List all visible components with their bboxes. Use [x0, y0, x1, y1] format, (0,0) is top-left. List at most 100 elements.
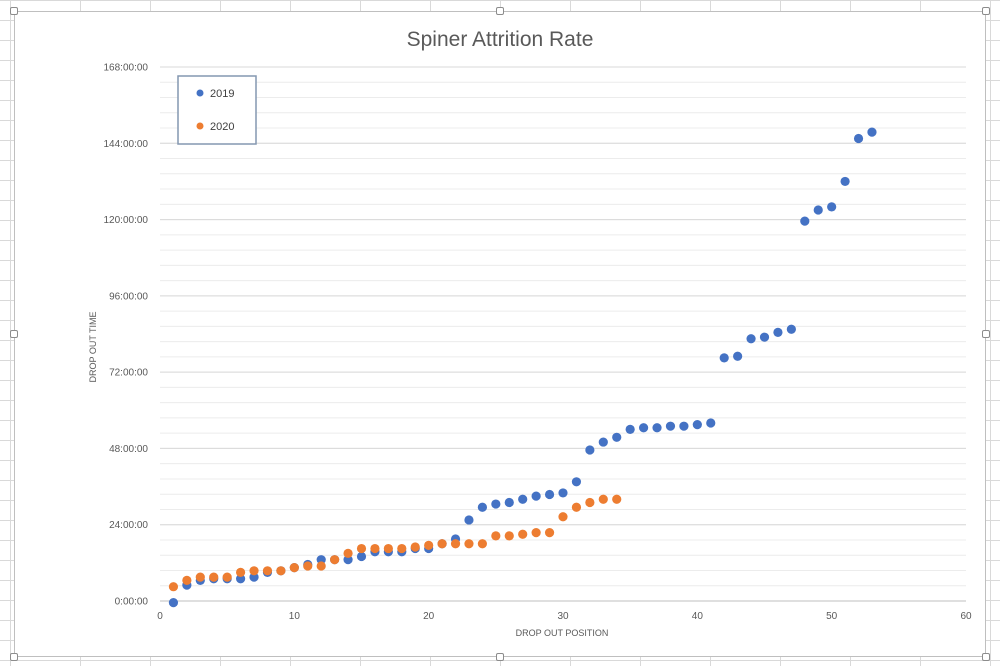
legend[interactable]: 2019 2020 — [177, 75, 257, 145]
resize-handle-bottom-left[interactable] — [10, 653, 18, 661]
data-point-2019[interactable] — [477, 502, 487, 512]
legend-label-2020: 2020 — [210, 121, 234, 133]
data-point-2020[interactable] — [249, 566, 259, 576]
data-point-2020[interactable] — [356, 543, 367, 554]
data-point-2020[interactable] — [195, 572, 205, 582]
resize-handle-right[interactable] — [982, 330, 990, 338]
data-point-2019[interactable] — [827, 202, 837, 212]
data-point-2020[interactable] — [222, 572, 232, 582]
data-point-2019[interactable] — [343, 555, 353, 565]
data-point-2019[interactable] — [679, 421, 689, 431]
data-point-2019[interactable] — [759, 332, 770, 342]
data-point-2019[interactable] — [853, 133, 864, 144]
data-point-2019[interactable] — [585, 445, 595, 455]
data-point-2020[interactable] — [531, 528, 541, 538]
data-point-2019[interactable] — [800, 216, 810, 226]
chart-title: Spiner Attrition Rate — [407, 28, 594, 51]
resize-handle-bottom-right[interactable] — [982, 653, 990, 661]
data-point-2019[interactable] — [867, 127, 877, 137]
data-point-2019[interactable] — [531, 491, 541, 501]
data-point-2020[interactable] — [598, 494, 608, 504]
data-point-2019[interactable] — [746, 334, 756, 344]
data-point-2019[interactable] — [706, 418, 716, 428]
data-point-2020[interactable] — [276, 566, 286, 576]
data-point-2019[interactable] — [652, 423, 662, 433]
data-point-2019[interactable] — [773, 327, 783, 338]
data-point-2020[interactable] — [518, 529, 528, 539]
data-point-2020[interactable] — [262, 566, 273, 576]
data-point-2019[interactable] — [571, 477, 582, 487]
data-point-2020[interactable] — [585, 497, 595, 508]
data-point-2019[interactable] — [692, 419, 702, 430]
resize-handle-top-left[interactable] — [10, 7, 18, 15]
data-point-2020[interactable] — [491, 531, 501, 541]
data-point-2019[interactable] — [168, 597, 179, 608]
data-point-2020[interactable] — [612, 494, 622, 504]
data-point-2020[interactable] — [168, 582, 179, 592]
legend-marker-2019 — [196, 89, 204, 97]
data-point-2020[interactable] — [504, 531, 514, 541]
data-point-2019[interactable] — [464, 515, 474, 525]
y-tick-label: 48:00:00 — [109, 444, 148, 455]
data-point-2019[interactable] — [504, 497, 514, 508]
legend-label-2019: 2019 — [210, 88, 234, 100]
data-point-2019[interactable] — [356, 551, 367, 562]
data-point-2019[interactable] — [733, 351, 743, 361]
data-point-2019[interactable] — [719, 353, 729, 363]
data-point-2020[interactable] — [450, 539, 461, 549]
data-point-2020[interactable] — [410, 542, 420, 552]
data-point-2019[interactable] — [598, 437, 608, 447]
data-point-2019[interactable] — [840, 176, 850, 187]
data-point-2020[interactable] — [343, 548, 353, 558]
x-tick-label: 50 — [826, 611, 838, 622]
data-points — [168, 127, 877, 608]
resize-handle-bottom[interactable] — [496, 653, 504, 661]
data-point-2019[interactable] — [491, 499, 501, 509]
data-point-2020[interactable] — [558, 512, 568, 522]
data-point-2019[interactable] — [786, 324, 796, 334]
data-point-2020[interactable] — [303, 561, 313, 571]
resize-handle-top[interactable] — [496, 7, 504, 15]
data-point-2019[interactable] — [249, 572, 259, 582]
x-tick-label: 40 — [692, 611, 704, 622]
data-point-2019[interactable] — [316, 555, 326, 565]
data-point-2020[interactable] — [464, 539, 474, 549]
y-tick-label: 0:00:00 — [115, 597, 149, 608]
y-tick-label: 24:00:00 — [109, 520, 148, 531]
data-point-2020[interactable] — [182, 575, 192, 585]
data-point-2019[interactable] — [813, 205, 823, 215]
data-point-2020[interactable] — [316, 561, 326, 571]
y-tick-label: 72:00:00 — [109, 368, 148, 379]
data-point-2020[interactable] — [209, 572, 219, 582]
data-point-2020[interactable] — [437, 539, 447, 549]
y-axis-title: DROP OUT TIME — [88, 311, 98, 382]
y-tick-label: 144:00:00 — [104, 139, 149, 150]
data-point-2020[interactable] — [236, 567, 246, 577]
y-tick-label: 120:00:00 — [104, 215, 149, 226]
data-point-2019[interactable] — [612, 432, 622, 442]
data-point-2019[interactable] — [236, 574, 246, 584]
data-point-2019[interactable] — [625, 424, 635, 434]
data-point-2019[interactable] — [639, 423, 649, 433]
data-point-2019[interactable] — [665, 421, 676, 431]
data-point-2019[interactable] — [544, 489, 555, 500]
axes: 0:00:00 24:00:00 48:00:00 72:00:00 96:00:00 1… — [104, 63, 972, 623]
data-point-2020[interactable] — [370, 543, 380, 554]
data-point-2020[interactable] — [544, 528, 555, 538]
data-point-2019[interactable] — [558, 488, 568, 498]
x-axis-title: DROP OUT POSITION — [516, 628, 609, 638]
data-point-2020[interactable] — [477, 539, 487, 549]
resize-handle-top-right[interactable] — [982, 7, 990, 15]
data-point-2020[interactable] — [424, 540, 434, 550]
resize-handle-left[interactable] — [10, 330, 18, 338]
legend-marker-2020 — [196, 122, 204, 130]
scatter-chart: Spiner Attrition Rate 0:00:00 24:00:00 48:… — [88, 28, 972, 638]
data-point-2020[interactable] — [571, 502, 582, 512]
data-point-2020[interactable] — [397, 543, 407, 554]
data-point-2020[interactable] — [330, 555, 340, 565]
data-point-2020[interactable] — [289, 563, 299, 573]
x-tick-label: 60 — [960, 611, 972, 622]
data-point-2020[interactable] — [383, 543, 393, 554]
chart-area[interactable]: Spiner Attrition Rate 0:00:00 24:00:00 48:… — [10, 7, 990, 661]
data-point-2019[interactable] — [518, 494, 528, 504]
